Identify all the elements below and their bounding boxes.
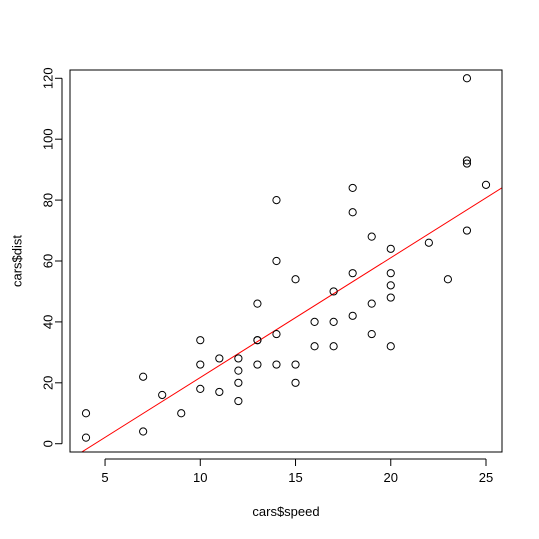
data-point <box>424 238 433 247</box>
data-point <box>348 208 357 217</box>
data-point <box>310 317 319 327</box>
x-tick-label: 10 <box>193 470 207 485</box>
data-point <box>367 232 376 241</box>
data-point <box>462 74 472 83</box>
data-point <box>196 360 205 369</box>
y-tick-label: 0 <box>41 440 56 447</box>
data-point <box>291 378 300 387</box>
y-tick-label: 60 <box>41 254 56 268</box>
data-point <box>329 342 338 351</box>
data-point <box>291 275 300 284</box>
data-point <box>367 299 376 308</box>
data-point <box>348 311 357 320</box>
y-axis-title: cars$dist <box>10 235 25 287</box>
data-point <box>367 329 376 339</box>
y-tick-label: 20 <box>41 376 56 390</box>
data-point <box>481 180 491 189</box>
data-point <box>386 342 395 351</box>
data-point <box>158 390 167 400</box>
data-point <box>386 269 395 278</box>
data-point <box>386 244 395 253</box>
y-tick-label: 120 <box>41 67 56 89</box>
x-axis-title: cars$speed <box>252 504 319 519</box>
data-point <box>81 433 91 442</box>
regression-line-layer <box>80 187 502 452</box>
data-point <box>196 336 205 345</box>
data-point <box>272 195 281 205</box>
data-point <box>253 336 262 345</box>
data-point <box>253 299 262 308</box>
data-point <box>177 409 186 418</box>
data-point <box>272 329 281 339</box>
regression-line <box>80 187 502 452</box>
plot-frame <box>69 69 503 453</box>
data-point <box>234 378 243 387</box>
data-point <box>234 354 243 363</box>
x-tick-label: 25 <box>479 470 493 485</box>
y-tick-label: 40 <box>41 315 56 329</box>
data-point <box>215 354 224 363</box>
data-point <box>329 317 338 327</box>
data-point <box>272 256 281 266</box>
data-point <box>310 342 319 351</box>
data-point <box>196 384 205 394</box>
data-point <box>329 287 338 296</box>
x-tick-label: 20 <box>384 470 398 485</box>
data-point <box>386 293 395 302</box>
data-point <box>462 226 472 235</box>
data-point <box>253 360 262 369</box>
axes-layer: 5 10 15 20 25 0 20 40 60 80 100 120 <box>41 67 494 485</box>
data-point <box>291 360 300 369</box>
data-point <box>234 366 243 375</box>
data-points-layer <box>81 74 491 442</box>
data-point <box>215 387 224 397</box>
x-tick-label: 15 <box>288 470 302 485</box>
data-point <box>443 275 453 284</box>
data-point <box>81 409 91 418</box>
data-point <box>348 183 357 193</box>
data-point <box>139 372 148 381</box>
data-point <box>139 427 148 436</box>
data-point <box>386 281 395 290</box>
y-tick-label: 80 <box>41 193 56 207</box>
data-point <box>234 396 243 406</box>
data-point <box>462 159 472 168</box>
data-point <box>462 156 472 165</box>
x-tick-label: 5 <box>101 470 108 485</box>
data-point <box>348 269 357 278</box>
y-tick-label: 100 <box>41 128 56 150</box>
data-point <box>272 360 281 369</box>
